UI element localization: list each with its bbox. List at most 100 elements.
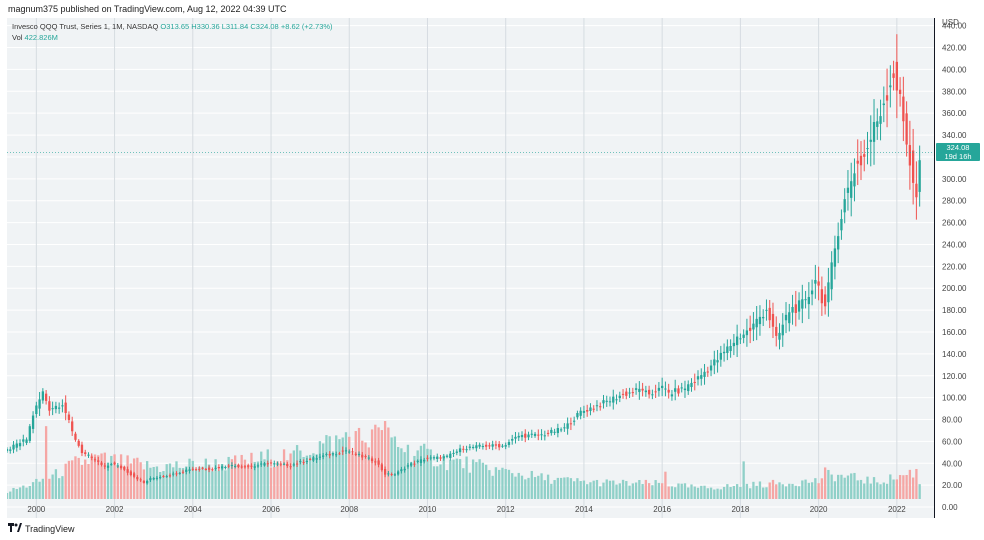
volume-bar [475,462,478,499]
candle-body [465,449,468,451]
volume-bar [634,482,638,499]
x-tick-label: 2006 [262,505,280,514]
volume-bar [220,463,224,499]
volume-bar [478,459,481,499]
candle-body [488,445,491,447]
volume-bar [67,460,71,499]
candle-body [820,289,824,304]
volume-bar [204,458,207,499]
volume-bar [250,452,253,499]
volume-bar [631,483,634,499]
x-tick-label: 2004 [184,505,202,514]
volume-bar [116,465,119,499]
candle-body [214,467,217,469]
candle-body [103,465,106,467]
candle-body [361,454,364,458]
y-tick-label: 140.00 [942,350,967,359]
candle-body [390,473,393,475]
volume-bar [794,485,797,499]
candle-body [654,391,657,393]
volume-bar [517,472,520,499]
candle-body [537,434,540,436]
candle-body [292,464,295,466]
volume-bar [690,484,693,499]
candle-body [745,330,749,336]
candle-body [416,460,419,463]
volume-bar [661,483,664,499]
volume-bar [647,483,651,499]
volume-bar [484,464,488,499]
candle-body [703,371,706,377]
candle-body [696,376,700,380]
volume-bar [387,427,390,499]
candle-body [533,433,537,436]
candle-body [898,89,902,94]
candle-body [273,463,276,465]
volume-bar [524,479,527,499]
candle-body [282,463,286,465]
candle-body [227,465,230,467]
volume-bar [449,460,452,499]
y-tick-label: 380.00 [942,87,967,96]
candle-body [911,150,915,183]
candle-body [902,96,905,122]
candle-body [879,116,882,124]
candle-body [406,465,410,467]
chart-legend: Invesco QQQ Trust, Series 1, 1M, NASDAQ … [12,21,333,43]
volume-bar [54,469,58,499]
y-tick-label: 100.00 [942,394,967,403]
candle-body [586,410,589,412]
volume-bar [178,467,181,499]
candle-body [876,121,879,127]
candle-body [810,290,814,295]
candle-body [260,463,263,465]
candle-body [77,440,80,446]
candle-body [152,478,155,480]
candle-body [15,443,18,448]
candle-body [263,463,266,466]
volume-bar [419,445,423,499]
plot-background[interactable] [7,18,934,518]
candle-body [159,477,162,479]
candle-body [589,407,592,411]
candle-body [139,479,142,481]
price-chart[interactable]: 440.00420.00400.00380.00360.00340.00320.… [7,18,978,518]
candle-body [31,415,35,429]
candle-body [377,460,380,465]
candle-body [351,451,354,453]
candle-body [338,453,341,455]
last-price-value: 324.08 [946,143,970,153]
volume-bar [902,475,905,499]
volume-bar [253,461,256,499]
candle-body [44,393,48,401]
volume-bar [820,478,824,499]
y-tick-label: 360.00 [942,109,967,118]
candle-body [823,294,827,307]
candle-body [556,427,560,434]
volume-bar [344,432,348,499]
chart-frame[interactable]: 440.00420.00400.00380.00360.00340.00320.… [7,18,980,518]
candle-body [735,336,739,346]
volume-bar [35,478,38,499]
candle-body [217,467,221,469]
candle-body [468,446,472,448]
volume-bar [576,478,579,499]
volume-bar [778,482,781,499]
candle-body [863,154,866,157]
volume-bar [172,467,175,499]
candle-body [677,388,680,394]
volume-bar [850,473,853,499]
candle-body [423,459,426,462]
volume-bar [273,466,276,499]
candle-body [87,454,90,456]
tradingview-logo[interactable]: TradingView [8,523,75,535]
legend-close: C324.08 [250,22,279,31]
volume-bar [312,453,315,499]
candle-body [318,456,322,458]
legend-low: L311.84 [221,22,249,31]
volume-bar [348,436,351,499]
volume-bar [129,463,133,499]
candle-body [550,429,553,434]
volume-bar [840,474,843,499]
candle-body [191,468,194,470]
